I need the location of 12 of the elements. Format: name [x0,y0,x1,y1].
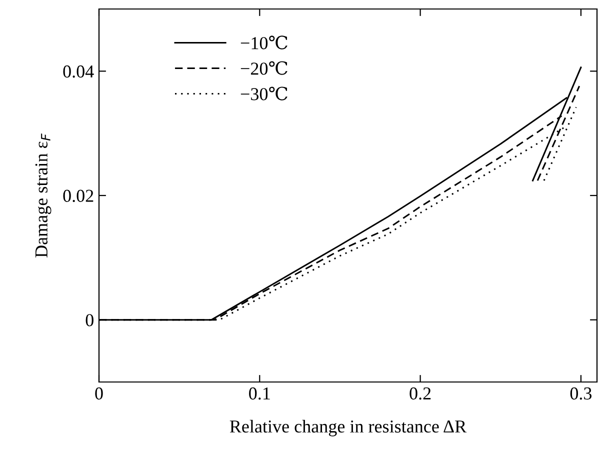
y-tick-label: 0 [86,314,94,326]
x-tick-label: 0.3 [570,387,592,400]
y-axis-title: Damage strain ε$_{F}$ [35,134,52,258]
x-axis-title: Relative change in resistance ΔR [230,420,467,436]
y-tick-label: 0.02 [63,190,94,202]
x-tick-label: 0.1 [249,387,270,400]
x-tick-label: 0.2 [410,387,431,400]
legend-label: −30℃ [240,86,288,100]
x-tick-label: 0 [95,387,103,400]
legend-label: −20℃ [240,61,288,75]
y-tick-label: 0.04 [63,65,94,78]
legend-label: −10℃ [240,36,288,50]
